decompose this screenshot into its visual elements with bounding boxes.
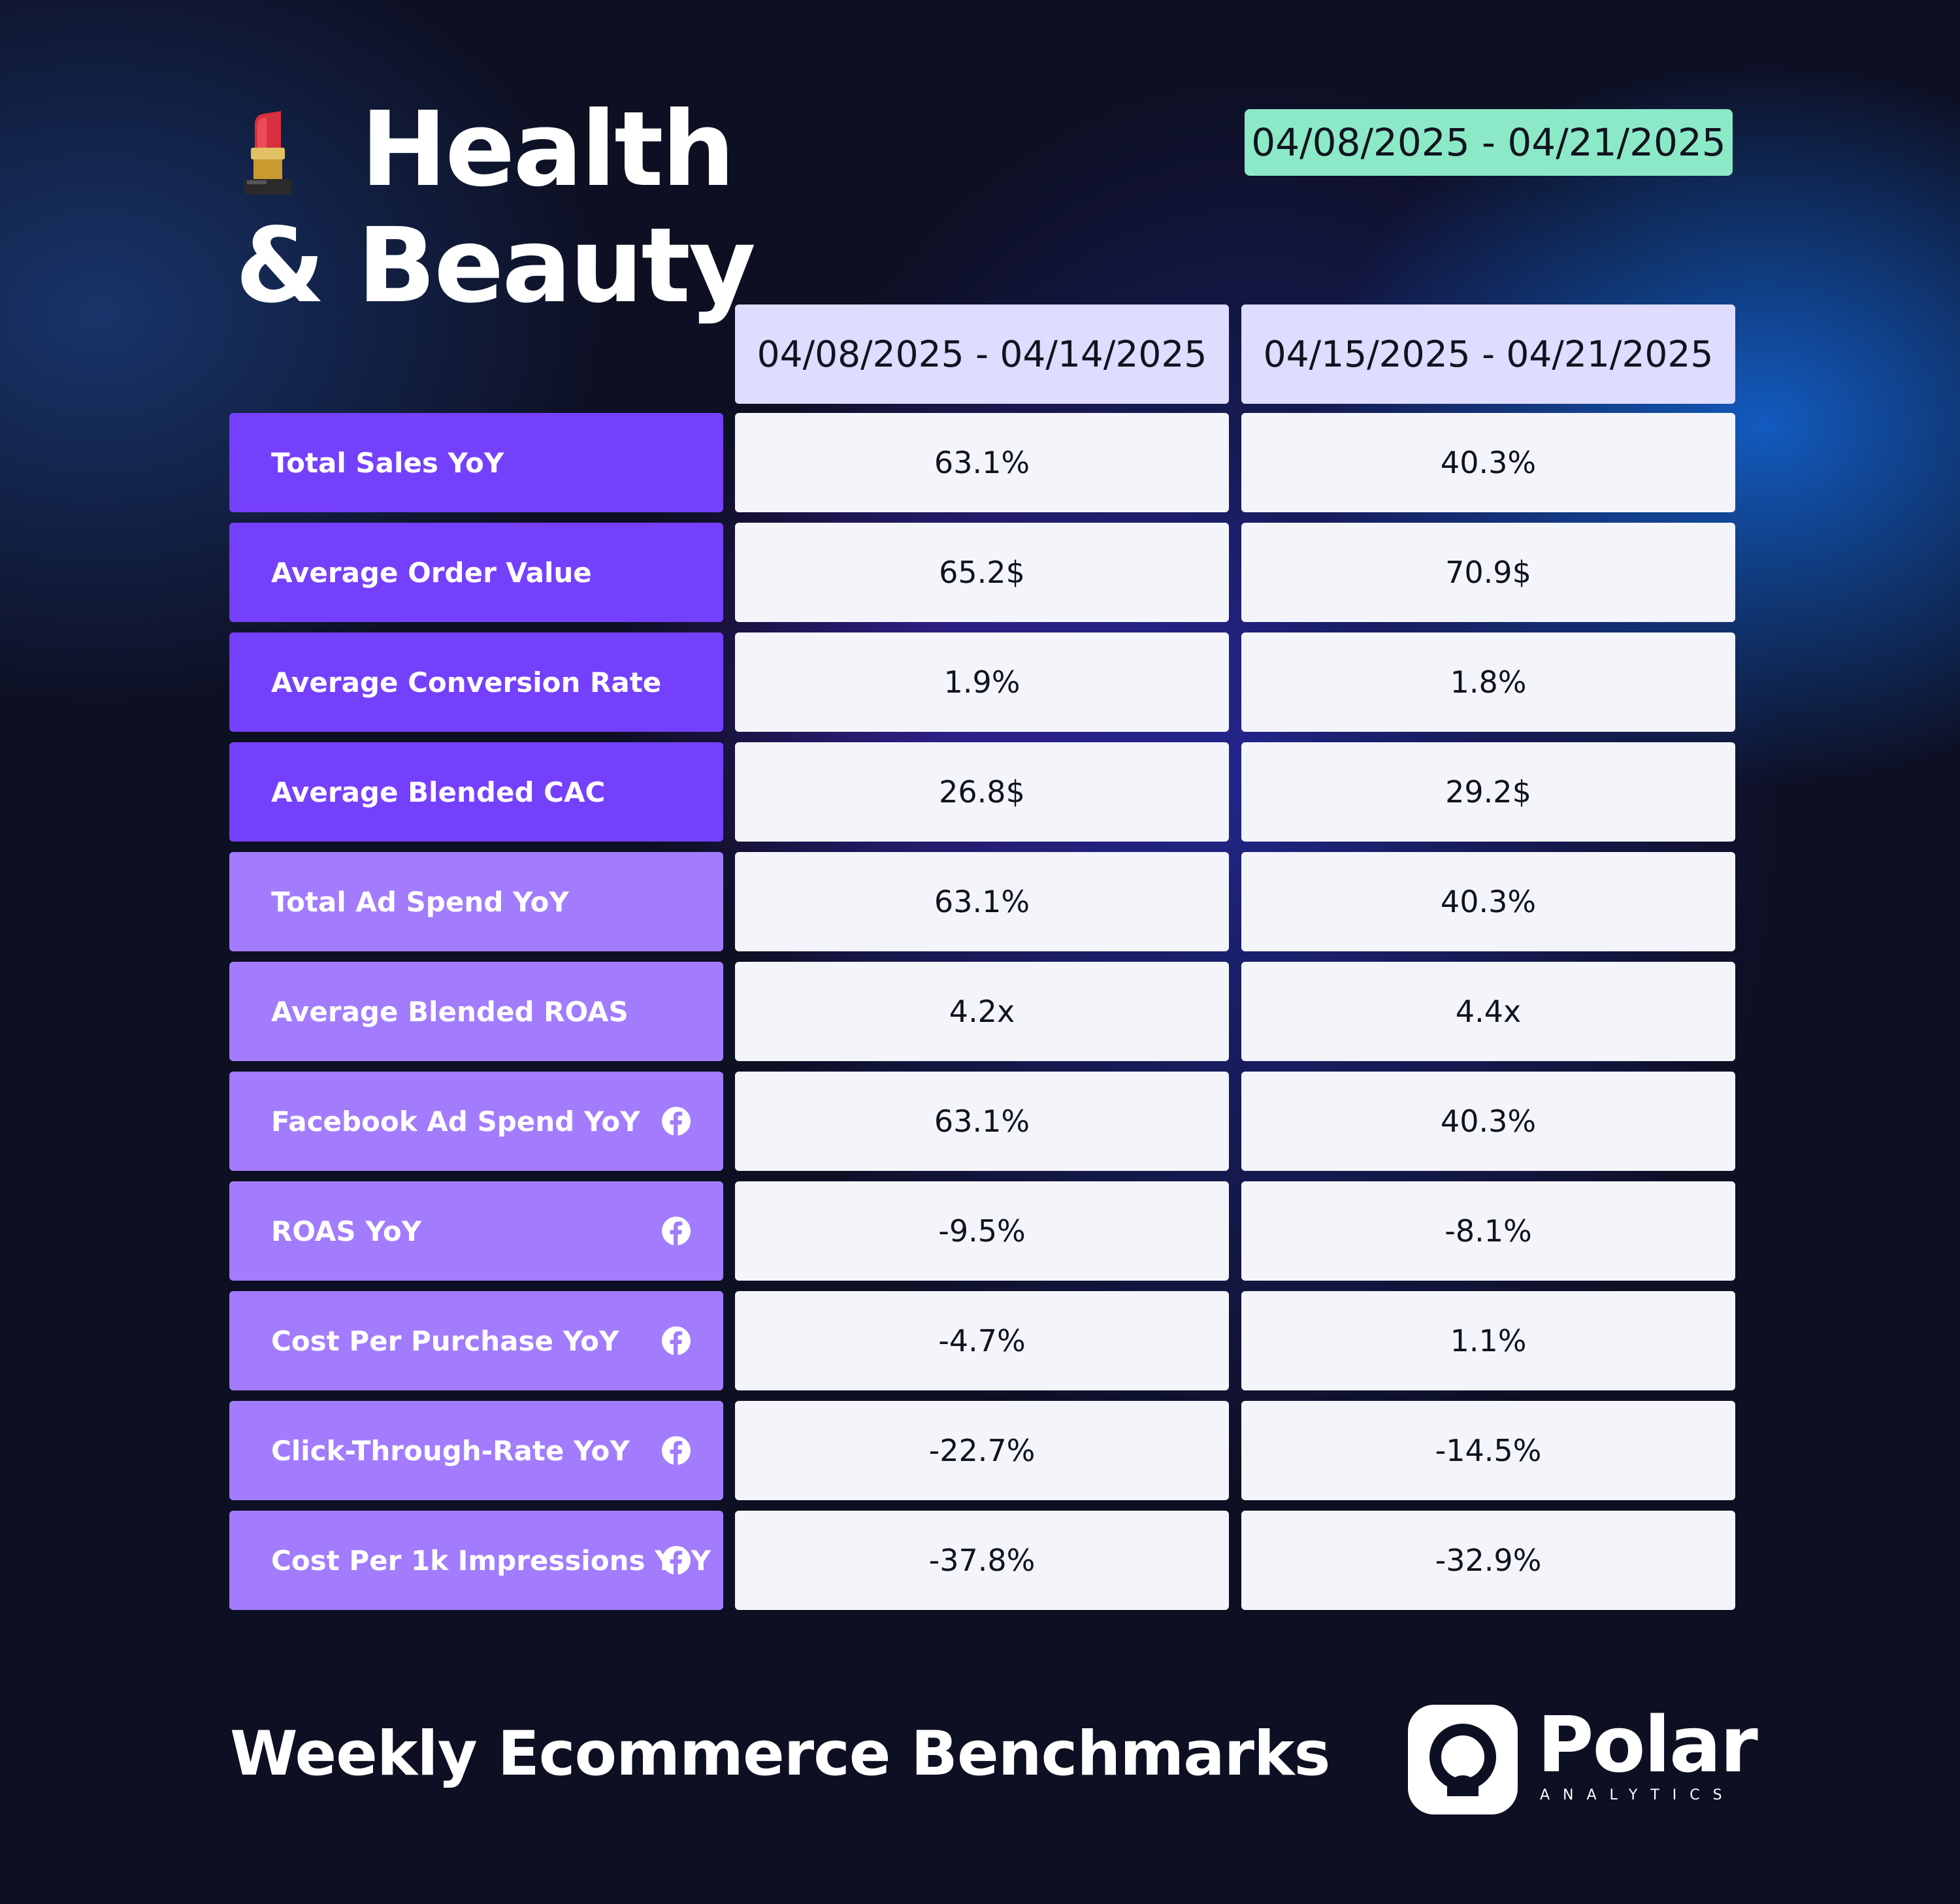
row-label-text: Cost Per Purchase YoY <box>271 1324 619 1357</box>
table-row: Cost Per Purchase YoY -4.7% 1.1% <box>229 1291 1736 1390</box>
row-label-text: Facebook Ad Spend YoY <box>271 1105 640 1138</box>
facebook-icon <box>662 1546 691 1575</box>
table-row: ROAS YoY -9.5% -8.1% <box>229 1181 1736 1281</box>
table-cell: -4.7% <box>735 1291 1229 1390</box>
row-label: Total Ad Spend YoY <box>229 852 723 951</box>
table-row: Click-Through-Rate YoY -22.7% -14.5% <box>229 1401 1736 1500</box>
row-label: Average Conversion Rate <box>229 632 723 732</box>
row-label: Average Blended CAC <box>229 742 723 842</box>
row-label-text: Average Order Value <box>271 556 592 589</box>
table-cell: -37.8% <box>735 1511 1229 1610</box>
table-cell: 26.8$ <box>735 742 1229 842</box>
row-label: Average Order Value <box>229 523 723 622</box>
table-row: Cost Per 1k Impressions YoY -37.8% -32.9… <box>229 1511 1736 1610</box>
table-cell: 1.1% <box>1241 1291 1735 1390</box>
table-cell: 40.3% <box>1241 852 1735 951</box>
row-label-text: ROAS YoY <box>271 1215 422 1247</box>
table-row: Total Sales YoY 63.1% 40.3% <box>229 413 1736 512</box>
date-range-badge: 04/08/2025 - 04/21/2025 <box>1245 109 1733 176</box>
table-cell: 1.9% <box>735 632 1229 732</box>
table-row: Average Conversion Rate 1.9% 1.8% <box>229 632 1736 732</box>
table-cell: -14.5% <box>1241 1401 1735 1500</box>
benchmark-table: Total Sales YoY 63.1% 40.3% Average Orde… <box>229 413 1736 1620</box>
facebook-icon <box>662 1107 691 1136</box>
table-cell: 4.2x <box>735 962 1229 1061</box>
row-label-text: Average Blended ROAS <box>271 995 629 1028</box>
row-label-text: Cost Per 1k Impressions YoY <box>271 1544 711 1577</box>
row-label: Average Blended ROAS <box>229 962 723 1061</box>
table-row: Average Order Value 65.2$ 70.9$ <box>229 523 1736 622</box>
logo-glyph-icon <box>1429 1724 1496 1796</box>
page-title: Health & Beauty <box>235 90 756 326</box>
logo-mark <box>1408 1705 1518 1814</box>
facebook-icon <box>662 1326 691 1355</box>
table-cell: -9.5% <box>735 1181 1229 1281</box>
row-label: Click-Through-Rate YoY <box>229 1401 723 1500</box>
polar-analytics-logo: Polar ANALYTICS <box>1408 1702 1758 1814</box>
table-cell: -8.1% <box>1241 1181 1735 1281</box>
lipstick-icon <box>244 111 291 195</box>
footer-title: Weekly Ecommerce Benchmarks <box>230 1718 1330 1790</box>
logo-subtitle: ANALYTICS <box>1540 1787 1735 1803</box>
row-label: Facebook Ad Spend YoY <box>229 1072 723 1171</box>
row-label-text: Click-Through-Rate YoY <box>271 1434 630 1467</box>
table-cell: -32.9% <box>1241 1511 1735 1610</box>
table-cell: 4.4x <box>1241 962 1735 1061</box>
facebook-icon <box>662 1217 691 1245</box>
table-cell: 63.1% <box>735 852 1229 951</box>
row-label-text: Average Conversion Rate <box>271 666 662 698</box>
row-label: ROAS YoY <box>229 1181 723 1281</box>
table-cell: 1.8% <box>1241 632 1735 732</box>
table-cell: 29.2$ <box>1241 742 1735 842</box>
table-cell: 70.9$ <box>1241 523 1735 622</box>
row-label: Total Sales YoY <box>229 413 723 512</box>
logo-wordmark: Polar <box>1537 1699 1758 1790</box>
row-label-text: Average Blended CAC <box>271 776 606 808</box>
table-cell: 65.2$ <box>735 523 1229 622</box>
table-cell: -22.7% <box>735 1401 1229 1500</box>
row-label-text: Total Ad Spend YoY <box>271 885 569 918</box>
table-cell: 63.1% <box>735 1072 1229 1171</box>
table-cell: 40.3% <box>1241 413 1735 512</box>
column-header-week-2: 04/15/2025 - 04/21/2025 <box>1241 304 1735 404</box>
row-label-text: Total Sales YoY <box>271 446 504 479</box>
table-row: Average Blended ROAS 4.2x 4.4x <box>229 962 1736 1061</box>
row-label: Cost Per 1k Impressions YoY <box>229 1511 723 1610</box>
column-header-week-1: 04/08/2025 - 04/14/2025 <box>735 304 1229 404</box>
row-label: Cost Per Purchase YoY <box>229 1291 723 1390</box>
table-row: Facebook Ad Spend YoY 63.1% 40.3% <box>229 1072 1736 1171</box>
table-cell: 63.1% <box>735 413 1229 512</box>
table-cell: 40.3% <box>1241 1072 1735 1171</box>
table-row: Average Blended CAC 26.8$ 29.2$ <box>229 742 1736 842</box>
facebook-icon <box>662 1436 691 1465</box>
table-row: Total Ad Spend YoY 63.1% 40.3% <box>229 852 1736 951</box>
